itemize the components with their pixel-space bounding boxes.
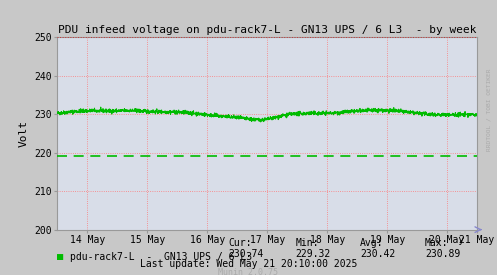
Text: Munin 2.0.75: Munin 2.0.75	[219, 268, 278, 275]
Text: 230.74: 230.74	[229, 249, 264, 259]
Text: RRDTOOL / TOBI OETIKER: RRDTOOL / TOBI OETIKER	[486, 69, 491, 151]
Text: ■: ■	[57, 252, 64, 262]
Text: Last update: Wed May 21 20:10:00 2025: Last update: Wed May 21 20:10:00 2025	[140, 259, 357, 269]
Text: Cur:: Cur:	[229, 238, 252, 248]
Text: 229.32: 229.32	[296, 249, 331, 259]
Text: 230.42: 230.42	[360, 249, 396, 259]
Text: Min:: Min:	[296, 238, 319, 248]
Text: Max:: Max:	[425, 238, 448, 248]
Text: pdu-rack7-L  -  GN13 UPS / 6 L3: pdu-rack7-L - GN13 UPS / 6 L3	[70, 252, 251, 262]
Text: Avg:: Avg:	[360, 238, 384, 248]
Text: 230.89: 230.89	[425, 249, 460, 259]
Title: PDU infeed voltage on pdu-rack7-L - GN13 UPS / 6 L3  - by week: PDU infeed voltage on pdu-rack7-L - GN13…	[58, 25, 477, 35]
Y-axis label: Volt: Volt	[18, 120, 28, 147]
